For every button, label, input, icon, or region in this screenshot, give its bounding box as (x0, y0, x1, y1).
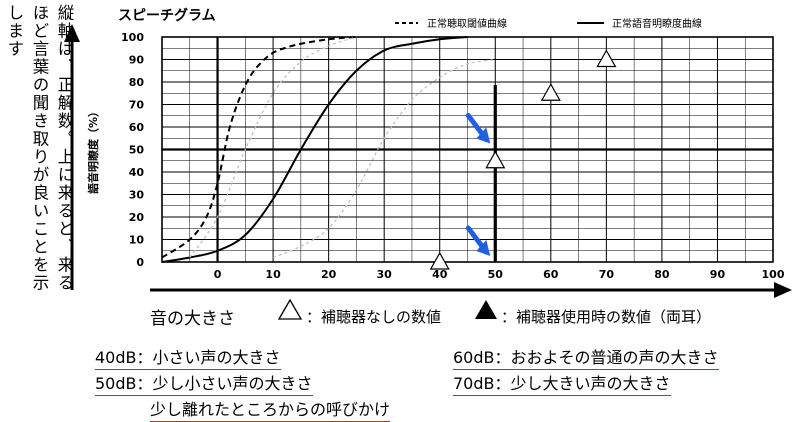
unaided-point-triangle (485, 150, 506, 169)
unaided-point-triangle (596, 49, 617, 68)
left-vertical-note: 縦軸は、正解数。上に来ると、来るほど言葉の聞き取りが良いことを示します (5, 4, 74, 292)
horizontal-arrow-head (774, 282, 792, 298)
level-desc: ：おおよその普通の声の大きさ (494, 348, 719, 367)
unaided-point-triangle (429, 251, 450, 270)
x-tick-label: 40 (432, 268, 448, 281)
tick-labels: 0 10 20 30 40 50 60 70 80 90 100 0 10 20 30 40 50 60 70 80 9… (121, 31, 785, 281)
x-axis-caption: 音の大きさ (150, 309, 235, 329)
y-tick-label: 30 (129, 189, 145, 202)
level-db: 60dB (453, 348, 495, 367)
x-tick-label: 100 (762, 268, 785, 281)
x-tick-label: 60 (543, 268, 559, 281)
grid (161, 36, 774, 263)
blue-arrow-head (476, 240, 491, 256)
level-50: 50dB：少し小さい声の大きさ (95, 370, 313, 396)
unaided-points (429, 49, 617, 270)
legend-label-intelligibility: 正常語音明瞭度曲線 (612, 17, 702, 30)
aided-legend-text: ：補聴器使用時の数値（両耳） (501, 308, 712, 326)
x-tick-label: 10 (265, 268, 281, 281)
y-tick-label: 0 (136, 256, 144, 269)
level-40: 40dB：小さい声の大きさ (95, 344, 281, 370)
y-tick-label: 70 (129, 99, 145, 112)
blue-arrows (465, 113, 491, 256)
chart-title: スピーチグラム (118, 7, 216, 24)
blue-arrow-icon (465, 225, 491, 256)
x-tick-label: 90 (710, 268, 726, 281)
filled-triangle-icon (475, 300, 497, 319)
level-60: 60dB：おおよその普通の声の大きさ (453, 344, 719, 370)
level-db: 50dB (95, 374, 137, 393)
threshold-curve (161, 36, 357, 259)
y-tick-label: 50 (129, 144, 145, 157)
intelligibility-curve (161, 36, 468, 263)
level-desc: ：小さい声の大きさ (136, 348, 281, 367)
y-tick-label: 40 (129, 166, 145, 179)
x-tick-label: 70 (599, 268, 615, 281)
level-50-continued: 少し離れたところからの呼びかけ (150, 396, 391, 422)
open-triangle-icon (277, 298, 303, 320)
y-tick-label: 100 (121, 31, 144, 44)
unaided-legend-text: ：補聴器なしの数値 (306, 308, 442, 326)
x-tick-label: 20 (321, 268, 337, 281)
y-tick-label: 90 (129, 54, 145, 67)
x-tick-label: 80 (654, 268, 670, 281)
legend: 正常聴取閾値曲線 正常語音明瞭度曲線 (395, 17, 702, 30)
level-desc: 少し離れたところからの呼びかけ (150, 400, 391, 419)
legend-label-threshold: 正常聴取閾値曲線 (427, 17, 507, 30)
y-tick-label: 60 (129, 121, 145, 134)
x-tick-label: 50 (488, 268, 504, 281)
y-tick-label: 20 (129, 211, 145, 224)
marker-legend-shapes (277, 298, 497, 320)
y-tick-label: 10 (129, 234, 145, 247)
y-tick-label: 80 (129, 76, 145, 89)
reference-curve-2 (189, 36, 357, 258)
level-db: 70dB (453, 374, 495, 393)
curves (161, 36, 496, 263)
x-tick-label: 0 (214, 268, 222, 281)
level-db: 40dB (95, 348, 137, 367)
axis-arrows (64, 24, 792, 298)
x-tick-label: 30 (377, 268, 393, 281)
level-70: 70dB：少し大きい声の大きさ (453, 370, 671, 396)
reference-curve-3 (272, 58, 496, 259)
vertical-arrow-head (64, 24, 80, 42)
level-desc: ：少し小さい声の大きさ (136, 374, 313, 393)
blue-arrow-icon (465, 113, 491, 144)
level-desc: ：少し大きい声の大きさ (494, 374, 671, 393)
y-axis-label: 語音明瞭度（%） (86, 106, 100, 194)
blue-arrow-head (476, 127, 491, 144)
unaided-point-triangle (540, 83, 561, 101)
